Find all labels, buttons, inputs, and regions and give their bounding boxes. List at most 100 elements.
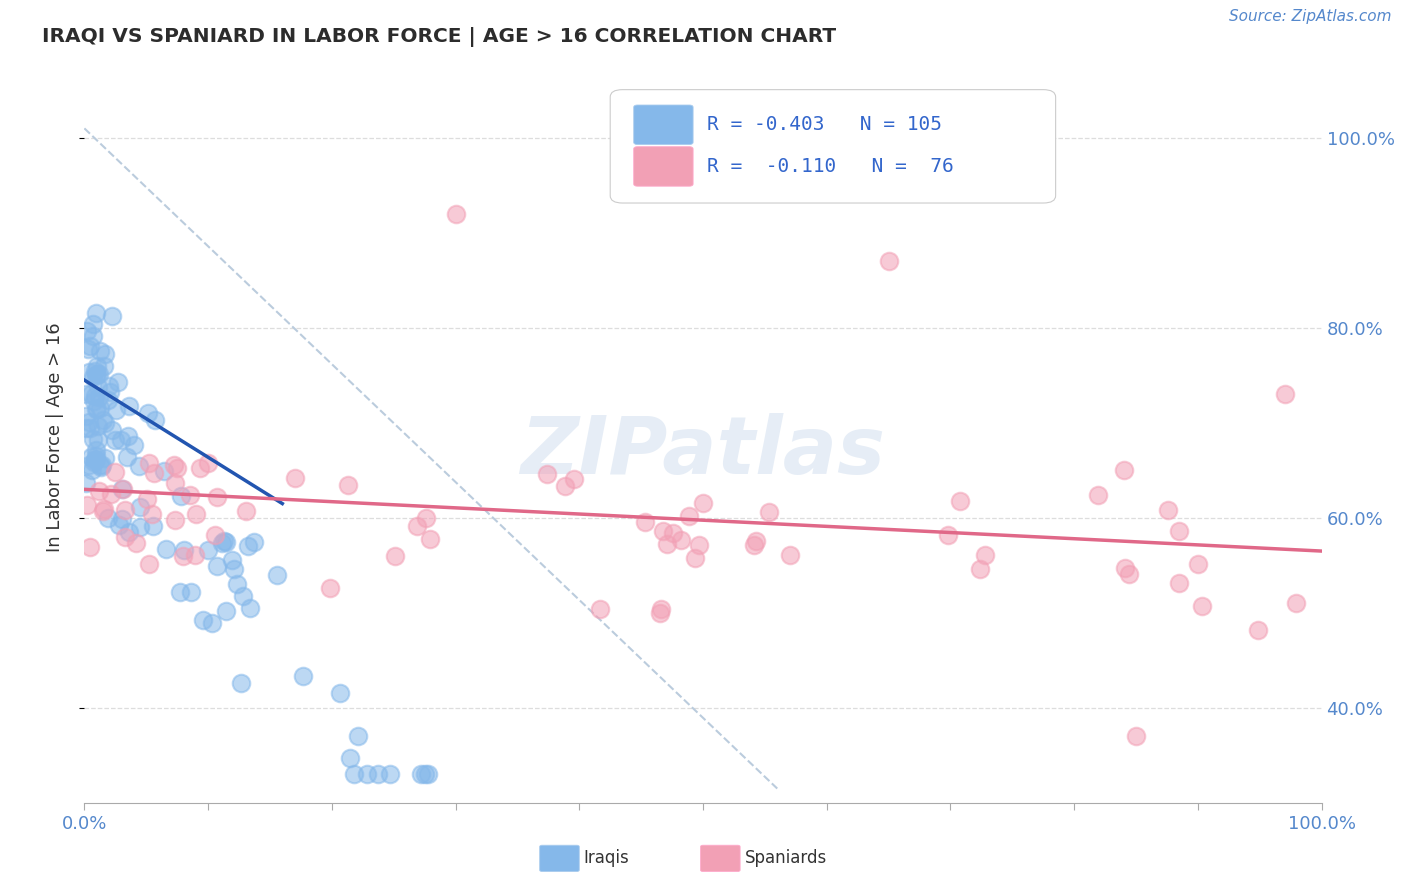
Point [83, 393, 105, 408]
Point [90, 458, 112, 473]
Point [82, 318, 104, 332]
Point [1191, 599, 1213, 614]
Point [184, 507, 207, 521]
Point [692, 496, 714, 510]
Point [98, 379, 121, 393]
Point [347, 729, 370, 743]
Point [79, 540, 101, 554]
Point [105, 403, 128, 417]
Point [415, 511, 437, 525]
Point [1274, 387, 1296, 401]
Point [419, 532, 441, 546]
Point [90, 459, 112, 474]
Point [1168, 576, 1191, 591]
FancyBboxPatch shape [634, 105, 693, 145]
Point [77, 458, 100, 473]
Point [77, 415, 100, 429]
Point [197, 456, 219, 470]
Point [1284, 596, 1306, 610]
Point [87, 367, 110, 381]
Text: R =  -0.110   N =  76: R = -0.110 N = 76 [707, 157, 953, 176]
Point [589, 601, 612, 615]
Point [77, 342, 100, 356]
Point [76, 498, 98, 512]
Point [111, 482, 134, 496]
Point [179, 488, 201, 502]
Text: IRAQI VS SPANIARD IN LABOR FORCE | AGE > 16 CORRELATION CHART: IRAQI VS SPANIARD IN LABOR FORCE | AGE >… [42, 27, 837, 46]
Point [339, 751, 361, 765]
Point [75, 421, 97, 435]
Point [170, 489, 193, 503]
Point [236, 539, 259, 553]
Point [165, 476, 187, 491]
Point [142, 519, 165, 533]
Point [82, 463, 104, 477]
Point [319, 581, 342, 595]
Point [562, 472, 585, 486]
Point [1157, 503, 1180, 517]
Y-axis label: In Labor Force | Age > 16: In Labor Force | Age > 16 [45, 322, 63, 552]
Point [84, 450, 107, 464]
Point [648, 606, 671, 620]
Point [75, 409, 97, 423]
Point [89, 458, 111, 472]
Point [936, 528, 959, 542]
Point [122, 437, 145, 451]
Point [536, 467, 558, 481]
Point [142, 466, 165, 480]
Point [651, 524, 673, 538]
Point [94, 416, 117, 430]
Text: Iraqis: Iraqis [583, 848, 628, 867]
Point [118, 524, 141, 539]
Point [969, 562, 991, 576]
Point [173, 542, 195, 557]
Point [75, 386, 97, 401]
Point [115, 450, 138, 465]
Point [1125, 729, 1147, 743]
Point [128, 458, 150, 473]
Point [114, 530, 136, 544]
Point [93, 359, 115, 373]
Point [380, 767, 402, 781]
Point [444, 207, 467, 221]
Point [239, 601, 262, 615]
Point [336, 478, 359, 492]
Point [153, 464, 176, 478]
Point [758, 505, 780, 519]
Point [87, 418, 110, 433]
Point [138, 406, 160, 420]
Point [87, 390, 110, 404]
Point [169, 585, 191, 599]
Point [1114, 463, 1136, 477]
Point [166, 460, 188, 475]
Point [111, 512, 134, 526]
Point [215, 535, 238, 549]
Point [103, 433, 125, 447]
Point [226, 577, 249, 591]
Point [655, 537, 678, 551]
Point [82, 328, 104, 343]
Point [84, 368, 107, 382]
Point [742, 538, 765, 552]
Point [86, 401, 108, 416]
Point [745, 533, 768, 548]
Point [418, 767, 440, 781]
Point [554, 479, 576, 493]
Point [110, 434, 132, 448]
Point [107, 376, 129, 390]
Point [877, 254, 900, 268]
Point [163, 458, 186, 472]
Point [650, 601, 672, 615]
Point [91, 413, 114, 427]
Point [97, 510, 120, 524]
Point [87, 380, 110, 394]
Point [83, 455, 105, 469]
Point [211, 535, 233, 549]
Point [75, 475, 97, 490]
Point [77, 365, 100, 379]
Point [94, 347, 117, 361]
Point [129, 500, 152, 514]
Text: Spaniards: Spaniards [745, 848, 827, 867]
Point [413, 767, 436, 781]
Point [114, 503, 136, 517]
